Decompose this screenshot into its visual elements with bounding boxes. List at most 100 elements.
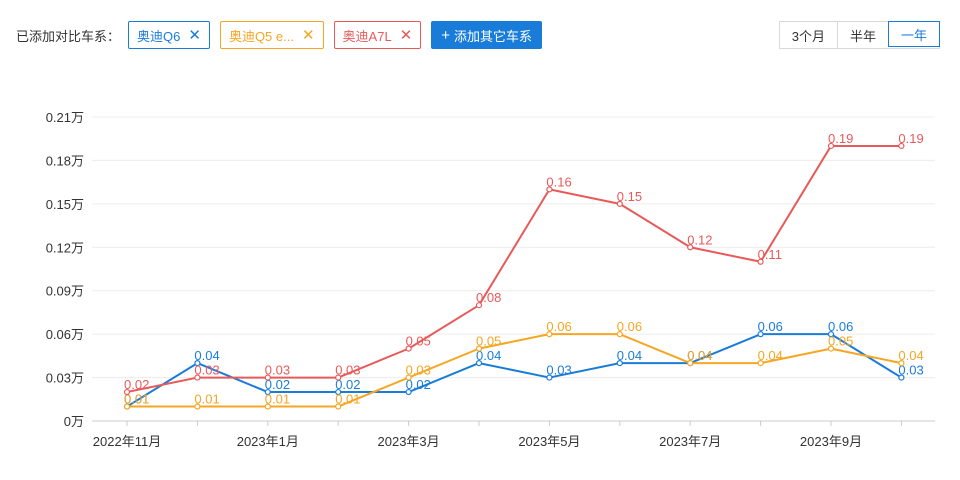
data-label: 0.02 bbox=[265, 377, 290, 392]
y-tick-label: 0.21万 bbox=[46, 110, 84, 125]
series-chip-q6[interactable]: 奥迪Q6 ✕ bbox=[128, 21, 210, 49]
time-range-selector: 3个月 半年 一年 bbox=[778, 21, 940, 49]
data-label: 0.02 bbox=[335, 377, 360, 392]
data-label: 0.06 bbox=[617, 319, 642, 334]
data-label: 0.03 bbox=[898, 363, 923, 378]
series-chip-a7l[interactable]: 奥迪A7L ✕ bbox=[333, 21, 422, 49]
x-tick-label: 2022年11月 bbox=[93, 434, 161, 449]
data-label: 0.01 bbox=[124, 392, 149, 407]
range-3-months[interactable]: 3个月 bbox=[779, 22, 837, 48]
add-series-label: 添加其它车系 bbox=[454, 28, 533, 44]
data-point bbox=[898, 359, 905, 367]
data-label: 0.03 bbox=[194, 363, 219, 378]
data-point bbox=[546, 186, 553, 193]
data-label: 0.03 bbox=[406, 363, 431, 378]
x-tick-label: 2023年1月 bbox=[237, 434, 299, 449]
add-series-button[interactable]: + 添加其它车系 bbox=[431, 21, 543, 49]
series-chip-q5e[interactable]: 奥迪Q5 e... ✕ bbox=[219, 21, 324, 49]
data-point bbox=[616, 331, 623, 338]
data-label: 0.01 bbox=[335, 392, 360, 407]
data-label: 0.01 bbox=[194, 392, 219, 407]
data-label: 0.02 bbox=[124, 377, 149, 392]
data-point bbox=[123, 388, 131, 396]
data-label: 0.15 bbox=[617, 189, 642, 204]
data-point bbox=[475, 359, 483, 367]
y-tick-label: 0.18万 bbox=[46, 153, 84, 168]
y-tick-label: 0.12万 bbox=[46, 240, 84, 255]
y-tick-label: 0.15万 bbox=[46, 197, 84, 212]
data-label: 0.02 bbox=[406, 377, 431, 392]
series-chip-label: 奥迪Q5 e... bbox=[228, 28, 294, 44]
range-one-year[interactable]: 一年 bbox=[887, 21, 940, 47]
x-tick-label: 2023年5月 bbox=[518, 434, 580, 449]
data-point bbox=[757, 359, 764, 367]
data-label: 0.04 bbox=[687, 348, 712, 363]
data-label: 0.05 bbox=[828, 334, 853, 349]
data-label: 0.16 bbox=[546, 174, 571, 189]
data-point bbox=[335, 374, 342, 381]
data-point bbox=[546, 374, 553, 381]
data-label: 0.08 bbox=[476, 290, 501, 305]
data-label: 0.06 bbox=[546, 319, 571, 334]
compare-toolbar: 已添加对比车系： 奥迪Q6 ✕ 奥迪Q5 e... ✕ 奥迪A7L ✕ + 添加… bbox=[16, 20, 543, 50]
data-label: 0.05 bbox=[476, 334, 501, 349]
series-line bbox=[127, 333, 902, 408]
x-tick-label: 2023年9月 bbox=[800, 434, 862, 449]
x-tick-label: 2023年3月 bbox=[378, 434, 440, 449]
data-point bbox=[194, 403, 201, 410]
y-tick-label: 0.09万 bbox=[46, 284, 84, 299]
data-label: 0.01 bbox=[265, 392, 290, 407]
data-point bbox=[827, 331, 835, 338]
series-chip-label: 奥迪A7L bbox=[342, 28, 392, 44]
data-point bbox=[264, 388, 271, 396]
data-label: 0.04 bbox=[758, 348, 783, 363]
data-point bbox=[405, 345, 412, 352]
data-point bbox=[335, 403, 342, 410]
data-point bbox=[405, 374, 412, 381]
close-icon[interactable]: ✕ bbox=[301, 26, 315, 44]
data-label: 0.03 bbox=[546, 363, 571, 378]
range-half-year[interactable]: 半年 bbox=[836, 22, 888, 48]
data-label: 0.04 bbox=[617, 348, 642, 363]
series-chip-label: 奥迪Q6 bbox=[137, 28, 181, 44]
data-label: 0.04 bbox=[687, 348, 712, 363]
close-icon[interactable]: ✕ bbox=[399, 26, 413, 44]
data-label: 0.12 bbox=[687, 232, 712, 247]
y-tick-label: 0.03万 bbox=[46, 371, 84, 386]
y-tick-label: 0.06万 bbox=[46, 327, 84, 342]
data-point bbox=[687, 244, 694, 251]
data-point bbox=[616, 359, 623, 367]
plus-icon: + bbox=[441, 26, 451, 44]
compare-label: 已添加对比车系： bbox=[16, 28, 121, 44]
data-label: 0.06 bbox=[758, 319, 783, 334]
data-point bbox=[827, 142, 835, 150]
data-point bbox=[194, 359, 201, 367]
data-point bbox=[475, 345, 483, 352]
close-icon[interactable]: ✕ bbox=[188, 26, 201, 44]
data-label: 0.01 bbox=[124, 392, 149, 407]
data-point bbox=[264, 374, 271, 381]
data-point bbox=[335, 388, 342, 396]
series-line bbox=[126, 333, 902, 408]
data-point bbox=[898, 374, 905, 381]
data-label: 0.03 bbox=[335, 363, 360, 378]
data-point bbox=[123, 403, 131, 410]
data-point bbox=[827, 345, 835, 352]
data-point bbox=[757, 258, 764, 265]
data-point bbox=[757, 331, 764, 338]
data-label: 0.11 bbox=[758, 247, 782, 262]
series-line bbox=[126, 144, 902, 394]
data-point bbox=[616, 200, 623, 207]
data-label: 0.19 bbox=[828, 131, 853, 146]
y-tick-label: 0万 bbox=[64, 414, 84, 429]
data-label: 0.19 bbox=[898, 131, 923, 146]
data-label: 0.05 bbox=[406, 334, 431, 349]
data-point bbox=[898, 142, 905, 150]
data-label: 0.04 bbox=[194, 348, 219, 363]
data-point bbox=[687, 359, 694, 367]
data-label: 0.03 bbox=[265, 363, 290, 378]
data-point bbox=[194, 374, 201, 381]
data-point bbox=[475, 302, 483, 309]
data-label: 0.06 bbox=[828, 319, 853, 334]
